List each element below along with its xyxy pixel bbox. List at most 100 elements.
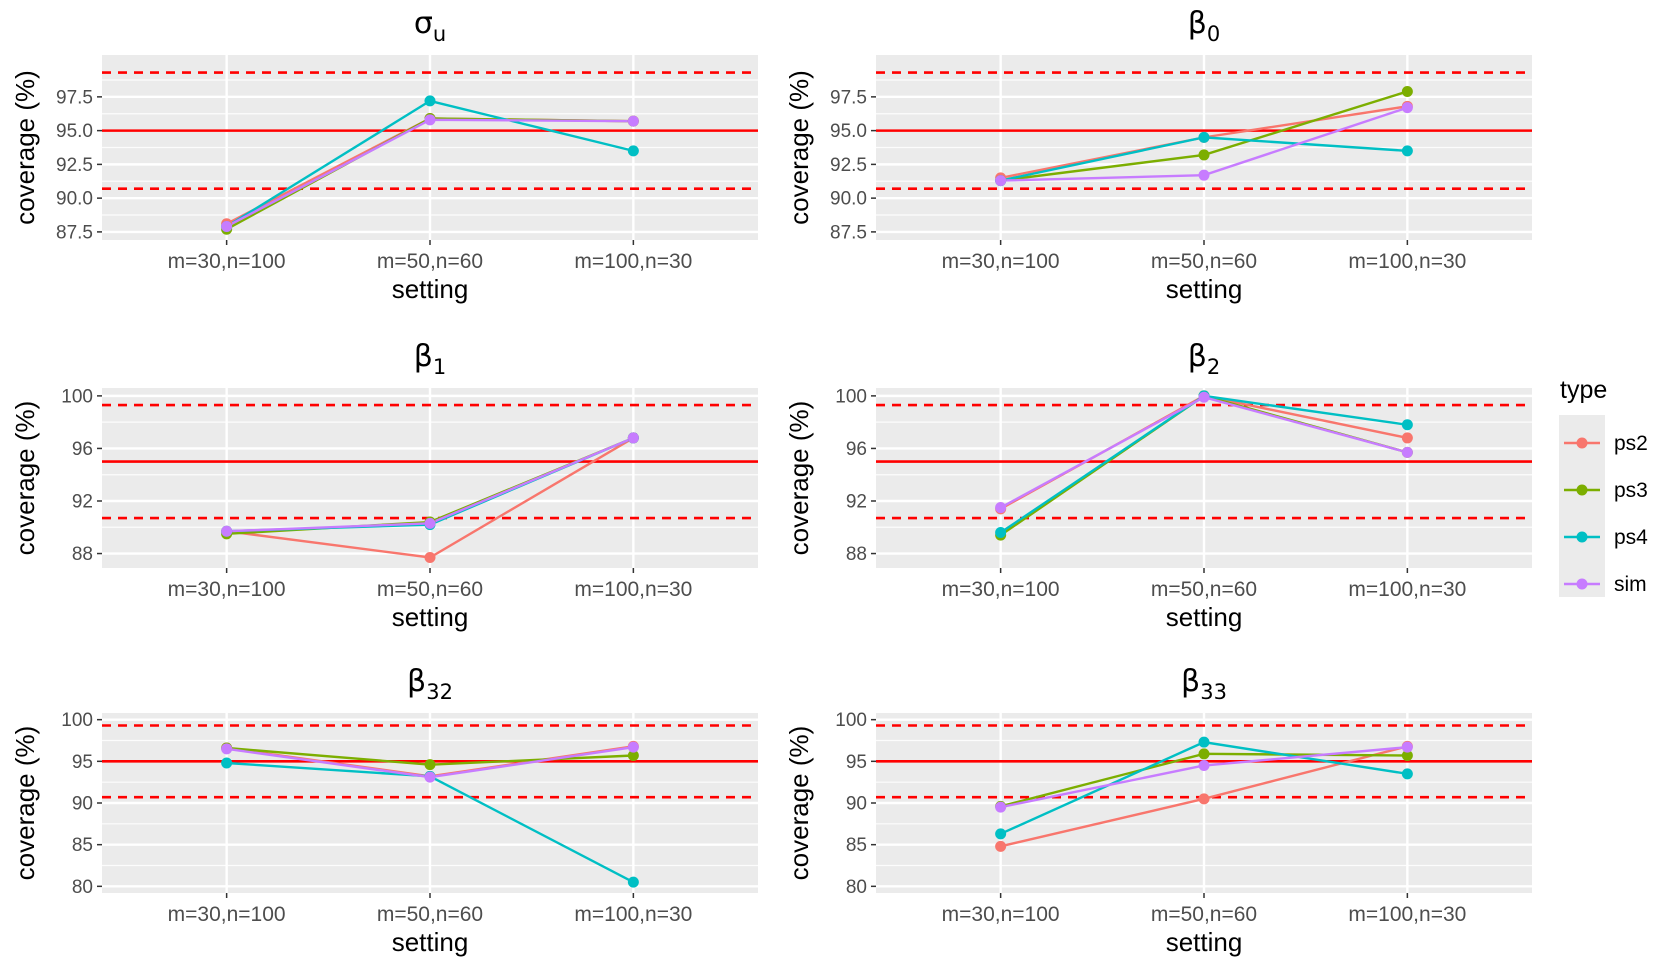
legend-key-point (1576, 437, 1588, 449)
x-tick-label: m=100,n=30 (1348, 578, 1466, 601)
legend-key-point (1576, 578, 1588, 590)
y-tick-label: 97.5 (56, 87, 93, 108)
y-tick-label: 100 (61, 386, 93, 407)
data-point-sim (995, 502, 1007, 514)
data-point-ps2 (424, 551, 436, 563)
facet-panels: 87.5 90.0 92.5 95.0 97.5 m=30,n=100 m=50,n=60 m… (10, 6, 1532, 957)
data-point-ps2 (1401, 432, 1413, 444)
x-tick-label: m=100,n=30 (574, 903, 692, 926)
facet-panel: 88 92 96 100 m=30,n=100 m=50,n=60 m=100,n=30 β1… (10, 339, 758, 632)
facet-panel: 80 85 90 95 100 m=30,n=100 m=50,n=60 m=100,n=30… (10, 664, 758, 957)
y-axis-title: coverage (%) (784, 726, 814, 881)
data-point-sim (1198, 169, 1210, 181)
data-point-sim (221, 525, 233, 537)
data-point-sim (221, 220, 233, 232)
data-point-sim (627, 432, 639, 444)
data-point-ps3 (424, 759, 436, 771)
facet-panel: 88 92 96 100 m=30,n=100 m=50,n=60 m=100,n=30 β2… (784, 339, 1532, 632)
y-tick-label: 100 (61, 710, 93, 731)
panel-title: β32 (407, 664, 453, 704)
x-axis-title: setting (392, 927, 469, 957)
x-tick-label: m=30,n=100 (942, 578, 1060, 601)
y-tick-label: 95 (846, 752, 867, 773)
data-point-ps4 (627, 145, 639, 157)
y-tick-label: 80 (846, 877, 867, 898)
y-tick-label: 100 (835, 710, 867, 731)
y-tick-label: 97.5 (830, 87, 867, 108)
x-tick-label: m=100,n=30 (574, 578, 692, 601)
x-tick-label: m=30,n=100 (168, 903, 286, 926)
y-tick-label: 92 (846, 491, 867, 512)
y-tick-label: 95.0 (56, 121, 93, 142)
data-point-ps2 (995, 840, 1007, 852)
data-point-ps3 (1198, 149, 1210, 161)
x-tick-label: m=100,n=30 (1348, 250, 1466, 273)
data-point-ps4 (627, 876, 639, 888)
x-axis-title: setting (1166, 927, 1243, 957)
legend-label: ps4 (1614, 526, 1648, 549)
data-point-sim (1401, 102, 1413, 114)
data-point-sim (995, 801, 1007, 813)
data-point-sim (1198, 391, 1210, 403)
x-tick-label: m=50,n=60 (377, 578, 483, 601)
y-axis-title: coverage (%) (10, 70, 40, 225)
data-point-sim (995, 175, 1007, 187)
y-axis-title: coverage (%) (10, 401, 40, 556)
y-tick-label: 96 (846, 439, 867, 460)
data-point-ps4 (424, 95, 436, 107)
y-axis-title: coverage (%) (784, 70, 814, 225)
y-tick-label: 85 (846, 835, 867, 856)
panel-title: β2 (1188, 339, 1221, 379)
data-point-sim (424, 771, 436, 783)
x-tick-label: m=100,n=30 (1348, 903, 1466, 926)
x-tick-label: m=100,n=30 (574, 250, 692, 273)
data-point-ps4 (1401, 419, 1413, 431)
data-point-ps4 (1401, 145, 1413, 157)
data-point-ps4 (995, 828, 1007, 840)
x-tick-label: m=30,n=100 (942, 903, 1060, 926)
x-tick-label: m=50,n=60 (1151, 578, 1257, 601)
legend-key-point (1576, 531, 1588, 543)
x-tick-label: m=50,n=60 (377, 250, 483, 273)
data-point-ps4 (1198, 736, 1210, 748)
x-axis-title: setting (392, 602, 469, 632)
y-tick-label: 87.5 (830, 222, 867, 243)
y-tick-label: 96 (72, 439, 93, 460)
y-tick-label: 92.5 (830, 155, 867, 176)
facet-panel: 80 85 90 95 100 m=30,n=100 m=50,n=60 m=100,n=30… (784, 664, 1532, 957)
legend-key-point (1576, 484, 1588, 496)
data-point-sim (221, 743, 233, 755)
y-tick-label: 90.0 (830, 189, 867, 210)
panel-title: β33 (1181, 664, 1227, 704)
y-tick-label: 88 (846, 544, 867, 565)
x-axis-title: setting (1166, 274, 1243, 304)
panel-title: β1 (414, 339, 447, 379)
x-tick-label: m=50,n=60 (1151, 250, 1257, 273)
data-point-sim (424, 517, 436, 529)
data-point-ps4 (1198, 131, 1210, 143)
y-tick-label: 87.5 (56, 222, 93, 243)
y-tick-label: 90 (846, 794, 867, 815)
x-tick-label: m=30,n=100 (168, 250, 286, 273)
data-point-ps2 (1198, 793, 1210, 805)
x-tick-label: m=50,n=60 (1151, 903, 1257, 926)
y-tick-label: 88 (72, 544, 93, 565)
y-axis-title: coverage (%) (10, 726, 40, 881)
y-tick-label: 92 (72, 491, 93, 512)
y-tick-label: 90 (72, 794, 93, 815)
panel-title: σu (414, 6, 446, 46)
x-tick-label: m=30,n=100 (168, 578, 286, 601)
x-axis-title: setting (1166, 602, 1243, 632)
x-tick-label: m=30,n=100 (942, 250, 1060, 273)
y-tick-label: 80 (72, 877, 93, 898)
legend-item: ps3 (1564, 479, 1648, 502)
data-point-sim (424, 114, 436, 126)
legend-label: ps2 (1614, 432, 1648, 455)
data-point-ps3 (627, 750, 639, 761)
y-tick-label: 85 (72, 835, 93, 856)
y-axis-title: coverage (%) (784, 401, 814, 556)
panel-title: β0 (1188, 6, 1221, 46)
legend-item: ps4 (1564, 526, 1648, 549)
facet-panel: 87.5 90.0 92.5 95.0 97.5 m=30,n=100 m=50,n=60 m… (10, 6, 758, 304)
